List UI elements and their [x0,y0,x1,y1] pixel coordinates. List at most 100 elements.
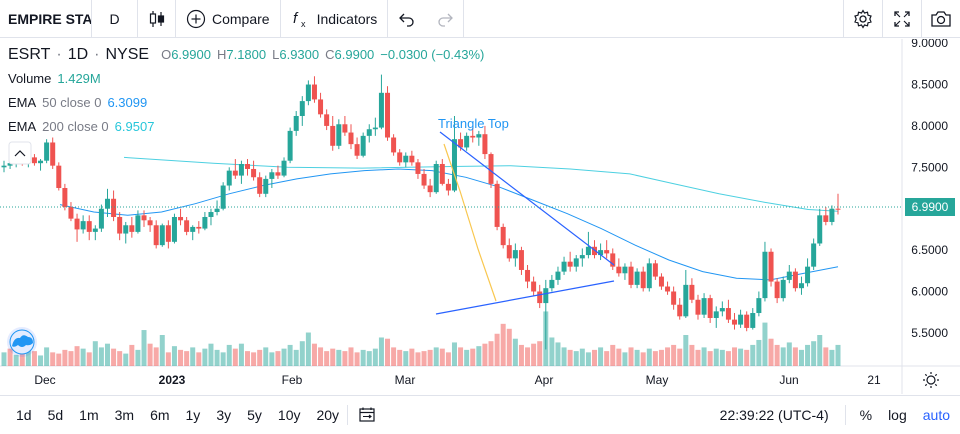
candle-body [354,144,360,156]
candle [348,124,354,150]
candle-body [391,137,397,153]
volume-bar [525,347,531,366]
volume-bar [7,348,13,366]
ohlc-close: C6.9900 [325,47,375,62]
candle [220,182,226,211]
snapshot-button[interactable] [921,0,960,38]
log-toggle[interactable]: log [888,407,907,423]
volume-bar [725,351,731,366]
price-axis[interactable]: 9.00008.50008.00007.50007.00006.50006.00… [911,36,948,340]
goto-date-button[interactable] [348,406,386,424]
candle [366,124,372,143]
candle-body [604,250,610,254]
candle-body [165,225,171,242]
interval-button[interactable]: D [92,0,138,38]
ema200-value: 6.9507 [114,119,155,134]
volume-bar [598,347,604,366]
symbol-row[interactable]: ESRT · 1D · NYSE O6.9900 H7.1800 L6.9300… [8,43,484,67]
range-button-10y[interactable]: 10y [277,406,301,423]
range-button-3y[interactable]: 3y [216,406,232,423]
triangle-resistance-line[interactable] [439,131,615,266]
candle-body [318,99,324,115]
chart-style-button[interactable] [138,0,176,38]
price-chart[interactable]: Triangle Top 9.00008.50008.00007.50007.0… [0,36,960,394]
range-button-3m[interactable]: 3m [114,406,135,423]
candle [62,183,68,211]
ema200-legend-row[interactable]: EMA 200 close 0 6.9507 [8,115,484,139]
candle-body [506,245,512,259]
volume-bar [805,344,811,366]
triangle-path[interactable] [443,143,497,302]
percent-toggle[interactable]: % [859,407,873,423]
ema-lines [59,156,839,281]
clock-time[interactable]: 22:39:22 (UTC-4) [719,407,829,423]
candle-body [360,135,366,156]
candle [774,278,780,304]
candle [695,294,701,320]
chart-area[interactable]: Triangle Top 9.00008.50008.00007.50007.0… [0,36,960,394]
candle-body [311,84,317,100]
candle [117,212,123,241]
range-button-20y[interactable]: 20y [316,406,340,423]
volume-bar [135,349,141,366]
volume-bar [750,344,756,366]
redo-button[interactable] [426,0,465,38]
volume-bar [68,351,74,366]
candle [762,241,768,302]
candle-body [366,129,372,136]
ohlc-high: H7.1800 [216,47,267,62]
volume-bar [470,348,476,366]
candle-body [117,216,123,234]
settings-button[interactable] [843,0,882,38]
candle-body [591,246,597,256]
candle-body [713,311,719,318]
volume-bar [38,355,44,366]
candle-body [537,291,543,304]
triangle-top-annotation[interactable]: Triangle Top [438,116,509,131]
candle-body [86,221,92,232]
candle [311,76,317,103]
volume-bar [585,352,591,366]
undo-button[interactable] [388,0,426,38]
candle [531,276,537,297]
range-button-1m[interactable]: 1m [79,406,99,423]
range-button-1d[interactable]: 1d [16,406,32,423]
candle-body [251,168,257,178]
volume-bar [707,351,713,366]
cloud-logo-icon[interactable] [7,327,37,357]
price-tick-label: 6.0000 [911,284,948,298]
candle [792,268,798,292]
volume-bar [433,347,439,366]
volume-bar [202,348,208,366]
range-button-1y[interactable]: 1y [185,406,201,423]
volume-bar [622,352,628,366]
fullscreen-button[interactable] [882,0,921,38]
volume-bar [421,351,427,366]
volume-legend-row[interactable]: Volume 1.429M [8,67,484,91]
candle-body [549,279,555,289]
time-tick-label: 21 [867,373,881,387]
candle-body [433,164,439,193]
candle [251,160,257,181]
candle-body [263,178,269,194]
drawings[interactable]: Triangle Top [435,116,615,315]
volume-bar [786,342,792,366]
ema50-legend-row[interactable]: EMA 50 close 0 6.3099 [8,91,484,115]
compare-button[interactable]: Compare [176,0,281,38]
candle-body [31,157,37,164]
time-axis[interactable]: Dec 2023 Feb Mar Apr May Jun 21 [34,373,881,387]
candle-body [123,225,129,234]
range-button-5y[interactable]: 5y [247,406,262,423]
volume-bar [318,347,324,366]
candle-body [38,160,44,164]
triangle-support-line[interactable] [435,280,615,315]
price-tick-label: 5.5000 [911,326,948,340]
range-button-6m[interactable]: 6m [150,406,170,423]
range-button-5d[interactable]: 5d [47,406,64,423]
indicators-button[interactable]: f x Indicators [281,0,389,38]
scroll-left-button[interactable] [8,141,32,165]
auto-toggle[interactable]: auto [922,407,950,423]
symbol-search-button[interactable]: EMPIRE STA [0,0,92,38]
candle-body [835,208,841,210]
axis-settings-button[interactable] [923,372,939,388]
